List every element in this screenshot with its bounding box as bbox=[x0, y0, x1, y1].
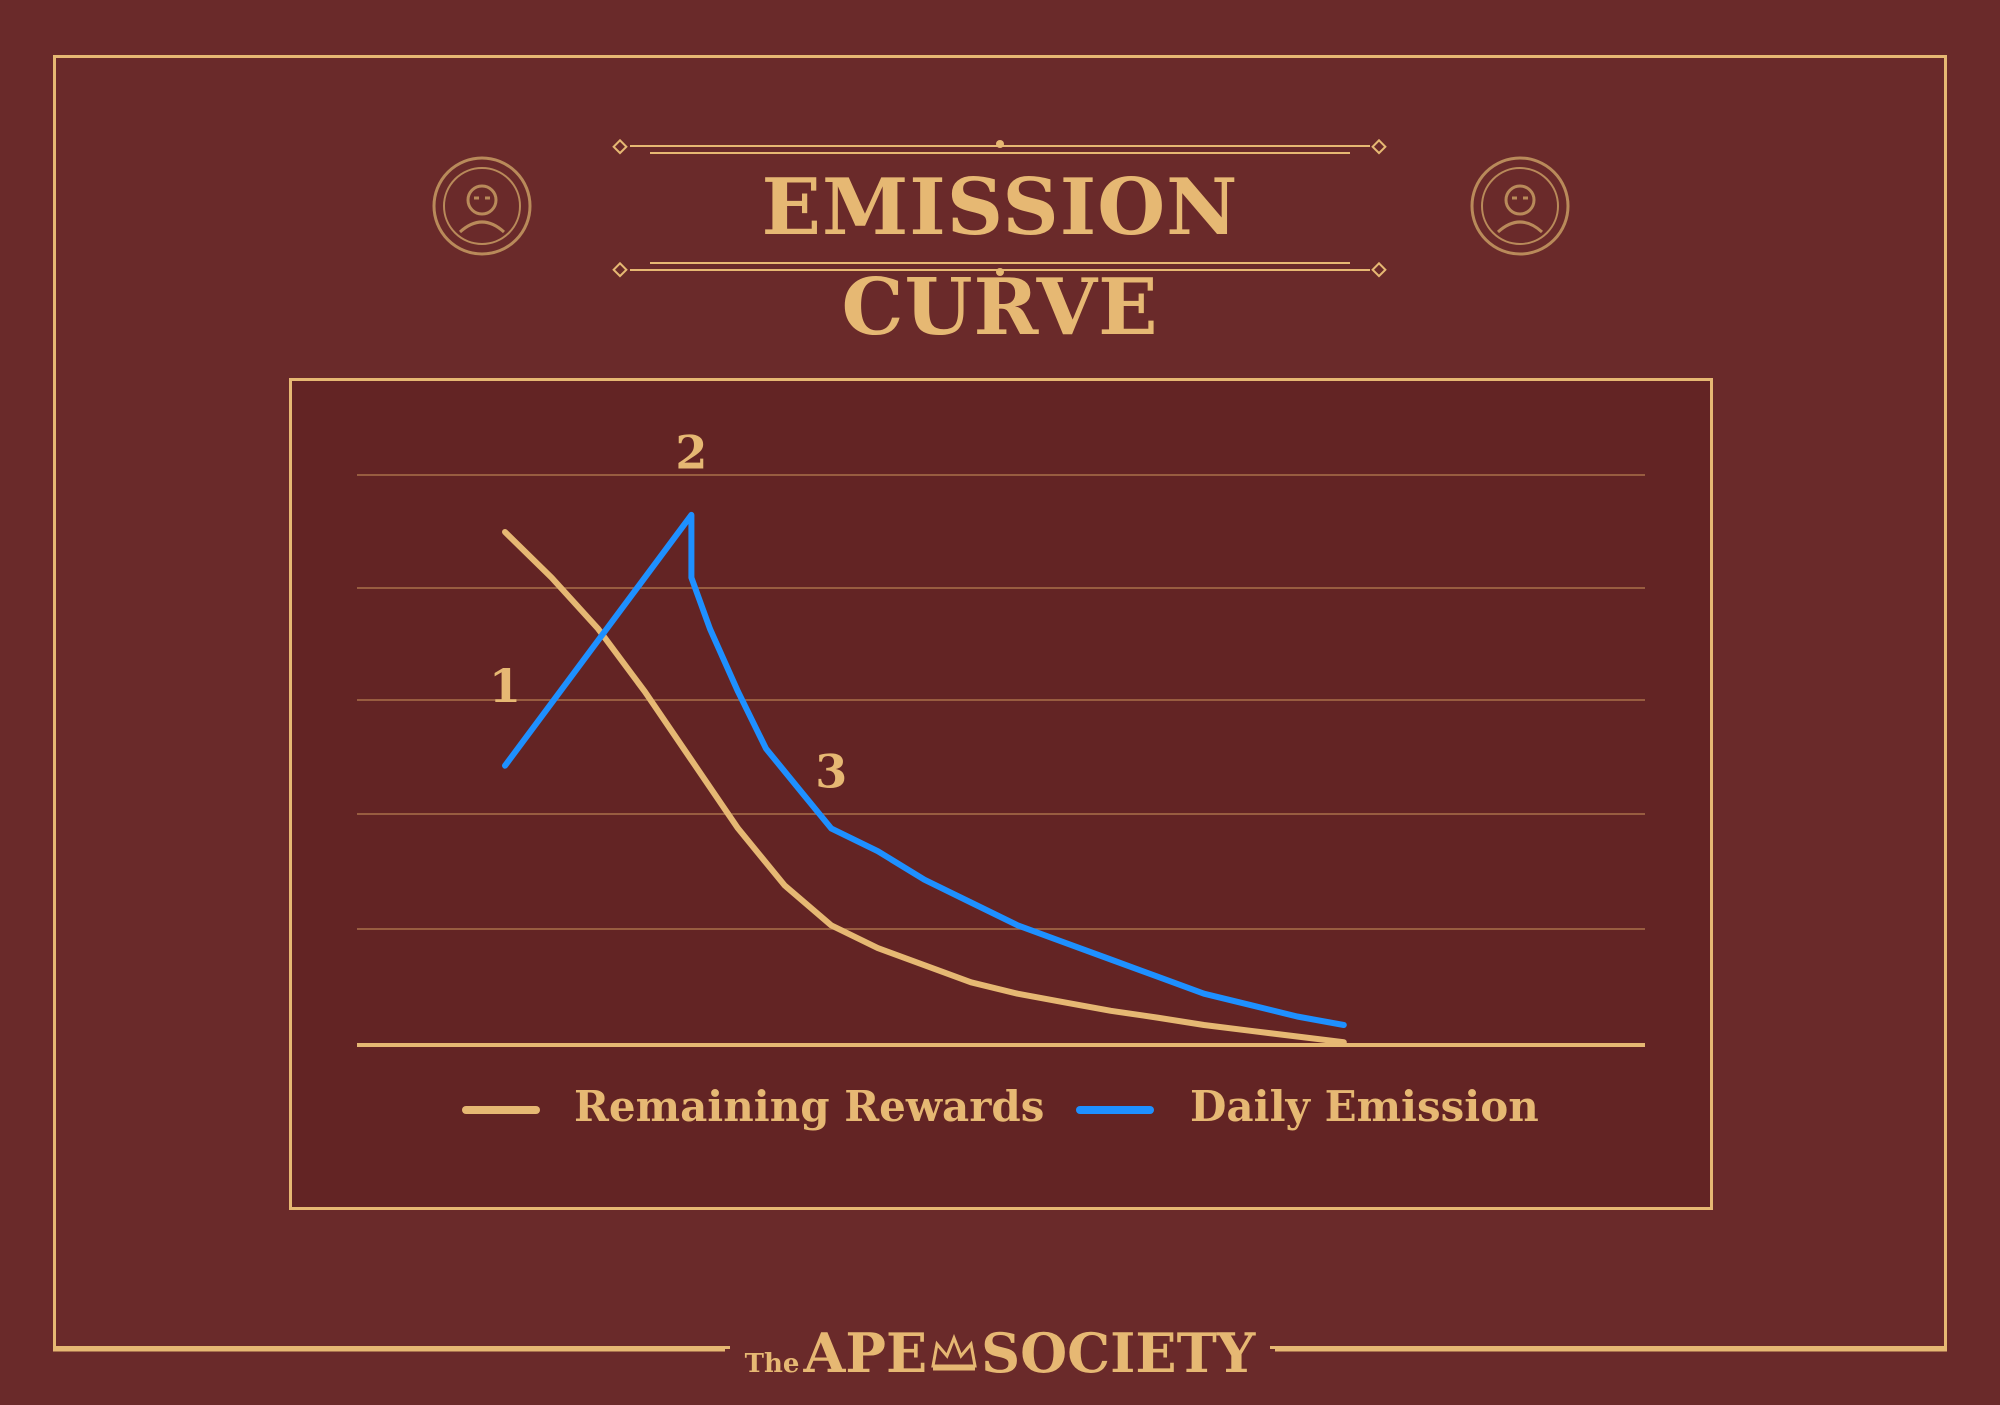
annotation-1: 1 bbox=[489, 659, 521, 713]
ape-medallion-icon bbox=[1470, 156, 1570, 256]
brand-word-left: APE bbox=[803, 1321, 928, 1385]
chart-panel bbox=[289, 378, 1713, 1210]
page-title: EMISSION CURVE bbox=[761, 162, 1239, 353]
series-line-daily-emission bbox=[502, 511, 1347, 1028]
annotation-3: 3 bbox=[815, 745, 847, 799]
ape-medallion-icon bbox=[432, 156, 532, 256]
brand-prefix: The bbox=[744, 1349, 800, 1379]
crown-icon bbox=[931, 1333, 977, 1371]
brand-logo: The APE SOCIETY bbox=[730, 1318, 1270, 1388]
series-line-remaining-rewards bbox=[502, 529, 1347, 1046]
annotation-2: 2 bbox=[675, 425, 707, 479]
brand-word-right: SOCIETY bbox=[981, 1321, 1256, 1385]
legend-label-remaining-rewards: Remaining Rewards bbox=[574, 1082, 1045, 1131]
legend-label-daily-emission: Daily Emission bbox=[1190, 1082, 1539, 1131]
title-block: EMISSION CURVE bbox=[610, 138, 1390, 353]
title-ornament bbox=[612, 138, 1387, 278]
